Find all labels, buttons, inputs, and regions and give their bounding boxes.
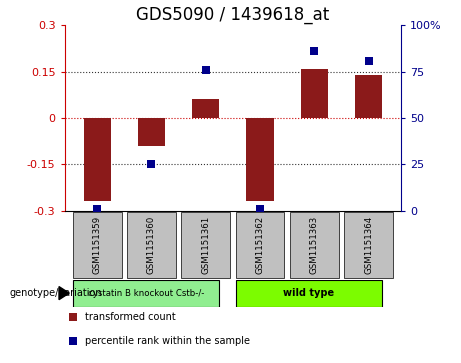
Bar — [127, 212, 176, 278]
Bar — [181, 212, 230, 278]
Point — [365, 58, 372, 64]
Point — [256, 206, 264, 212]
Point — [69, 338, 77, 344]
Text: GSM1151359: GSM1151359 — [93, 216, 101, 274]
Point — [148, 161, 155, 167]
Bar — [301, 69, 328, 118]
Title: GDS5090 / 1439618_at: GDS5090 / 1439618_at — [136, 6, 330, 24]
Point — [202, 67, 209, 73]
Point — [311, 48, 318, 54]
Text: GSM1151362: GSM1151362 — [255, 216, 265, 274]
Bar — [83, 118, 111, 201]
Bar — [236, 280, 382, 307]
Bar — [192, 99, 219, 118]
Bar — [290, 212, 339, 278]
Text: percentile rank within the sample: percentile rank within the sample — [85, 336, 250, 346]
Bar — [246, 118, 273, 201]
Bar — [138, 118, 165, 146]
Text: GSM1151360: GSM1151360 — [147, 216, 156, 274]
Text: genotype/variation: genotype/variation — [9, 288, 102, 298]
Text: cystatin B knockout Cstb-/-: cystatin B knockout Cstb-/- — [88, 289, 204, 298]
Bar — [73, 280, 219, 307]
Bar — [344, 212, 393, 278]
Point — [69, 314, 77, 320]
Text: GSM1151363: GSM1151363 — [310, 216, 319, 274]
Bar — [236, 212, 284, 278]
Bar — [73, 212, 122, 278]
Text: transformed count: transformed count — [85, 312, 176, 322]
Text: wild type: wild type — [283, 288, 334, 298]
Bar — [355, 75, 382, 118]
Point — [94, 206, 101, 212]
Text: GSM1151364: GSM1151364 — [364, 216, 373, 274]
Text: GSM1151361: GSM1151361 — [201, 216, 210, 274]
